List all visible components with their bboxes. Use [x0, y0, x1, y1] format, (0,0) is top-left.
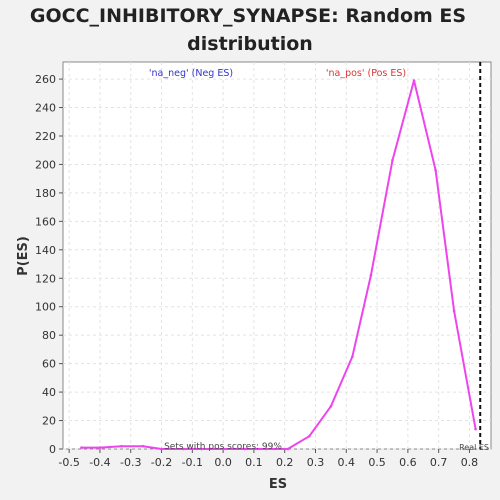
x-tick-label: 0.8 [461, 456, 479, 469]
y-axis: 0 20 40 60 80 100 120 140 160 180 200 220 240 260 [35, 73, 63, 456]
y-tick-label: 20 [42, 415, 56, 428]
pos-es-label: 'na_pos' (Pos ES) [326, 68, 406, 79]
data-point [329, 405, 333, 408]
y-axis-title: P(ES) [16, 236, 31, 276]
chart-title-line-2: distribution [187, 33, 313, 55]
data-point [434, 168, 437, 172]
y-tick-label: 120 [35, 272, 56, 285]
chart-title-line-1: GOCC_INHIBITORY_SYNAPSE: Random ES [30, 5, 466, 27]
data-point [286, 447, 290, 451]
x-tick-label: -0.5 [58, 456, 79, 469]
data-point [474, 427, 477, 431]
series-layer [80, 79, 477, 451]
x-tick-label: 0.7 [430, 456, 448, 469]
real-es-label: Real ES [459, 443, 489, 452]
x-tick-label: 0.2 [276, 456, 294, 469]
data-point [391, 158, 394, 162]
x-axis-title: ES [269, 477, 287, 492]
y-tick-label: 100 [35, 301, 56, 314]
data-point [80, 446, 83, 449]
y-tick-label: 60 [42, 358, 56, 371]
data-point [141, 444, 145, 448]
data-point [160, 447, 163, 451]
data-point [351, 355, 354, 358]
x-tick-label: -0.4 [89, 456, 110, 469]
x-tick-label: 0.1 [245, 456, 263, 469]
data-point [221, 447, 225, 451]
y-tick-label: 0 [49, 443, 56, 456]
x-tick-label: -0.3 [120, 456, 141, 469]
y-tick-label: 220 [35, 130, 56, 143]
neg-es-label: 'na_neg' (Neg ES) [149, 68, 233, 79]
y-tick-label: 180 [35, 187, 56, 200]
y-tick-label: 160 [35, 215, 56, 228]
data-point [308, 434, 311, 438]
data-point [264, 447, 268, 451]
es-distribution-line [81, 79, 477, 450]
data-point [200, 447, 203, 451]
y-tick-label: 80 [42, 329, 56, 342]
pos-scores-footnote: Sets with pos scores: 99% [164, 442, 282, 452]
y-tick-label: 240 [35, 102, 56, 115]
data-point [369, 274, 373, 277]
y-tick-label: 200 [35, 158, 56, 171]
x-tick-label: 0.6 [399, 456, 417, 469]
x-tick-label: 0.4 [338, 456, 356, 469]
data-point [452, 309, 456, 313]
x-tick-label: 0.3 [307, 456, 325, 469]
y-tick-label: 140 [35, 244, 56, 257]
data-point [243, 447, 246, 451]
x-tick-label: 0.0 [214, 456, 232, 469]
data-point [120, 444, 123, 448]
y-tick-label: 260 [35, 73, 56, 86]
x-tick-label: -0.2 [151, 456, 172, 469]
data-point [181, 447, 185, 451]
plot-area [62, 61, 492, 450]
data-point [98, 446, 102, 449]
x-axis: -0.5 -0.4 -0.3 -0.2 -0.1 0.0 0.1 0.2 0.3 0.4 0.5 0.… [58, 449, 478, 469]
y-tick-label: 40 [42, 386, 56, 399]
x-tick-label: -0.1 [182, 456, 203, 469]
x-tick-label: 0.5 [368, 456, 386, 469]
data-point [412, 79, 416, 82]
